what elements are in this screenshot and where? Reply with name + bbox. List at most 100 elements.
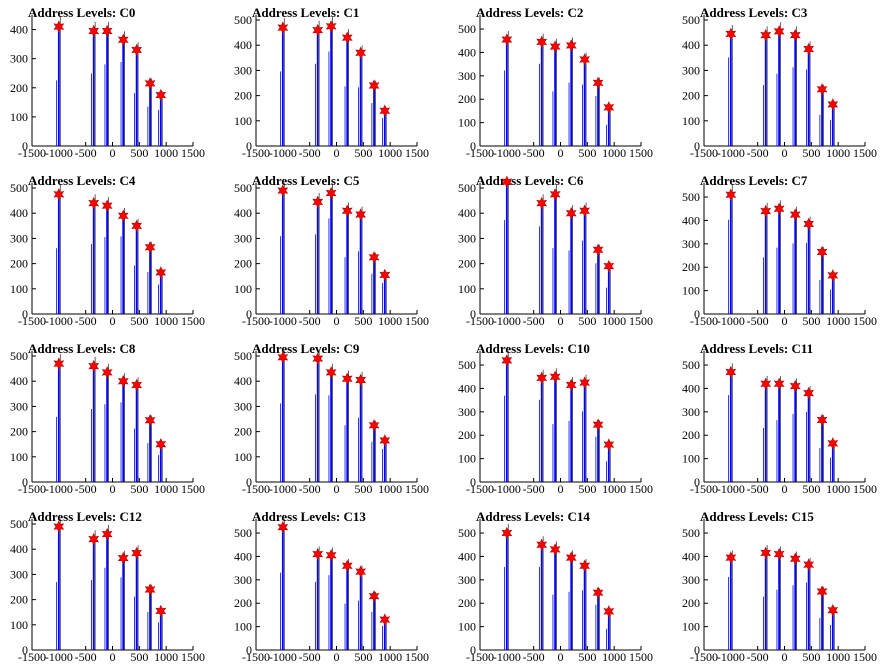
histogram-plot: 0 100 200 300 400 500 -1500-1000 -500 0 500 1000 15… — [682, 351, 877, 496]
peak-marker — [155, 88, 167, 102]
peak-marker — [53, 357, 65, 370]
histogram-bar — [778, 554, 781, 650]
x-tick-label: 500 — [802, 146, 820, 160]
peak-marker — [325, 186, 337, 200]
histogram-bar — [122, 39, 125, 146]
y-tick-label: 400 — [682, 38, 700, 52]
peak-marker — [789, 552, 801, 565]
x-tick-label: -500 — [523, 482, 545, 496]
peak-marker — [789, 208, 801, 221]
peak-marker — [355, 208, 367, 221]
peak-marker — [773, 25, 785, 38]
x-tick-label: 500 — [354, 314, 372, 328]
y-tick-label: 200 — [458, 428, 476, 442]
y-tick-label: 400 — [234, 206, 252, 220]
y-tick-label: 100 — [234, 620, 252, 634]
y-tick-label: 400 — [458, 381, 476, 395]
y-tick-label: 100 — [682, 284, 700, 298]
x-tick-label: -1500 — [242, 650, 270, 664]
peak-marker — [101, 24, 113, 38]
x-tick-label: 1000 — [602, 650, 626, 664]
y-tick-label: 100 — [458, 452, 476, 466]
x-tick-label: -1000 — [493, 482, 521, 496]
x-tick-label: -1500 — [18, 650, 46, 664]
y-tick-label: 400 — [458, 45, 476, 59]
histogram-bar — [92, 539, 95, 650]
x-tick-label: 1500 — [853, 650, 877, 664]
histogram-bar — [807, 223, 810, 314]
histogram-panel: Address Levels: C12 0 100 200 300 400 500 -1500… — [0, 504, 224, 672]
x-tick-label: 0 — [334, 314, 340, 328]
peak-marker — [379, 268, 391, 282]
histogram-bar — [597, 424, 599, 482]
histogram-bar — [540, 41, 543, 146]
y-tick-label: 300 — [682, 237, 700, 251]
histogram-bar — [831, 443, 834, 482]
y-tick-label: 200 — [10, 81, 28, 95]
histogram-bar — [807, 393, 810, 482]
peak-marker — [155, 266, 167, 279]
histogram-bar — [346, 37, 349, 146]
histogram-plot: 0 100 200 300 400 500 -1500-1000 -500 0 500 1000 15… — [458, 351, 653, 496]
histogram-bar — [607, 107, 610, 146]
histogram-bar — [359, 52, 362, 146]
peak-marker — [379, 104, 391, 117]
y-tick-label: 400 — [234, 374, 252, 388]
histogram-bar — [554, 549, 557, 650]
peak-marker — [803, 386, 815, 400]
peak-marker — [603, 259, 615, 273]
peak-marker — [379, 434, 391, 447]
histogram-bar — [764, 552, 767, 650]
x-tick-label: -1500 — [242, 482, 270, 496]
x-tick-label: 500 — [578, 314, 596, 328]
y-tick-label: 200 — [234, 89, 252, 103]
y-tick-label: 400 — [682, 381, 700, 395]
y-tick-label: 100 — [234, 114, 252, 128]
histogram-panel: Address Levels: C0 0 100 200 300 400 -1500 -100… — [0, 0, 224, 168]
histogram-bar — [821, 591, 823, 650]
panel-title: Address Levels: C13 — [252, 509, 366, 524]
histogram-bar — [106, 205, 109, 314]
y-tick-label: 200 — [234, 257, 252, 271]
panel-title: Address Levels: C8 — [28, 341, 136, 356]
panel-title: Address Levels: C12 — [28, 509, 142, 524]
histogram-bar — [57, 194, 60, 314]
x-tick-label: 1500 — [405, 314, 429, 328]
x-tick-label: -500 — [75, 314, 97, 328]
histogram-bar — [554, 194, 557, 314]
peak-marker — [88, 532, 100, 546]
y-tick-label: 0 — [470, 139, 476, 153]
histogram-bar — [373, 425, 375, 482]
y-tick-label: 400 — [682, 549, 700, 563]
histogram-bar — [373, 257, 375, 314]
peak-marker — [131, 378, 143, 392]
y-tick-label: 0 — [694, 643, 700, 657]
histogram-bar — [729, 372, 732, 482]
peak-marker — [725, 27, 737, 41]
peak-marker — [603, 605, 615, 618]
x-tick-label: 500 — [354, 650, 372, 664]
y-tick-label: 100 — [458, 282, 476, 296]
y-tick-label: 0 — [246, 643, 252, 657]
histogram-bar — [159, 444, 162, 482]
histogram-bar — [149, 589, 151, 650]
peak-marker — [603, 101, 615, 114]
y-tick-label: 300 — [682, 573, 700, 587]
y-tick-label: 0 — [470, 643, 476, 657]
histogram-bar — [346, 378, 349, 482]
histogram-bar — [159, 272, 162, 314]
histogram-bar — [281, 27, 284, 146]
histogram-plot: 0 100 200 300 400 500 -1500-1000 -500 0 500 1000 15… — [234, 181, 429, 328]
x-tick-label: 500 — [802, 650, 820, 664]
peak-marker — [368, 251, 380, 264]
x-tick-label: 0 — [782, 146, 788, 160]
peak-marker — [789, 28, 801, 42]
histogram-plot: 0 100 200 300 400 500 -1500-1000 -500 0 500 1000 15… — [10, 517, 205, 664]
x-tick-label: 500 — [354, 482, 372, 496]
peak-marker — [379, 613, 391, 626]
peak-marker — [131, 219, 143, 233]
histogram-panel: Address Levels: C13 0 100 200 300 400 500 -1500… — [224, 504, 448, 672]
y-tick-label: 500 — [682, 526, 700, 540]
peak-marker — [725, 365, 737, 379]
y-tick-label: 500 — [10, 517, 28, 531]
